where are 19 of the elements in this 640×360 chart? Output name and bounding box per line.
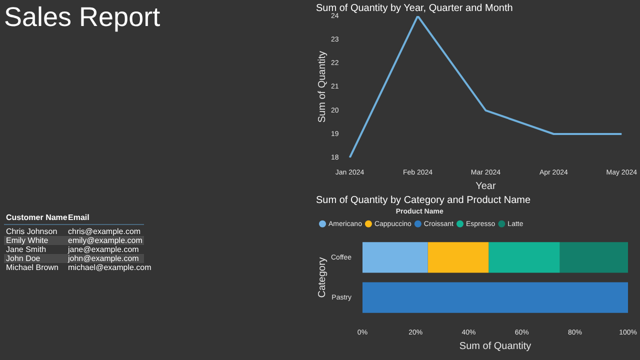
y-axis-title: Category [316, 257, 328, 298]
x-axis-title: Sum of Quantity [459, 340, 532, 352]
x-axis-title: Year [476, 180, 496, 192]
text: Customer Name [6, 213, 68, 222]
text: john@example.com [68, 254, 139, 263]
text: michael@example.com [68, 263, 152, 272]
text: chris@example.com [68, 227, 141, 236]
chart-title: Sum of Quantity by Year, Quarter and Month [316, 2, 513, 14]
chart-title: Sum of Quantity by Category and Product Name [316, 194, 531, 206]
text: Sales Report [4, 2, 160, 33]
text: Michael Brown [6, 263, 60, 272]
text: Chris Johnson [6, 227, 58, 236]
text: emily@example.com [68, 236, 142, 245]
text: John Doe [6, 254, 42, 263]
text: Jane Smith [6, 245, 48, 254]
text: jane@example.com [68, 245, 139, 254]
y-axis-title: Sum of Quantity [316, 50, 328, 123]
text: Email [68, 213, 90, 222]
text: Emily White [6, 236, 50, 245]
